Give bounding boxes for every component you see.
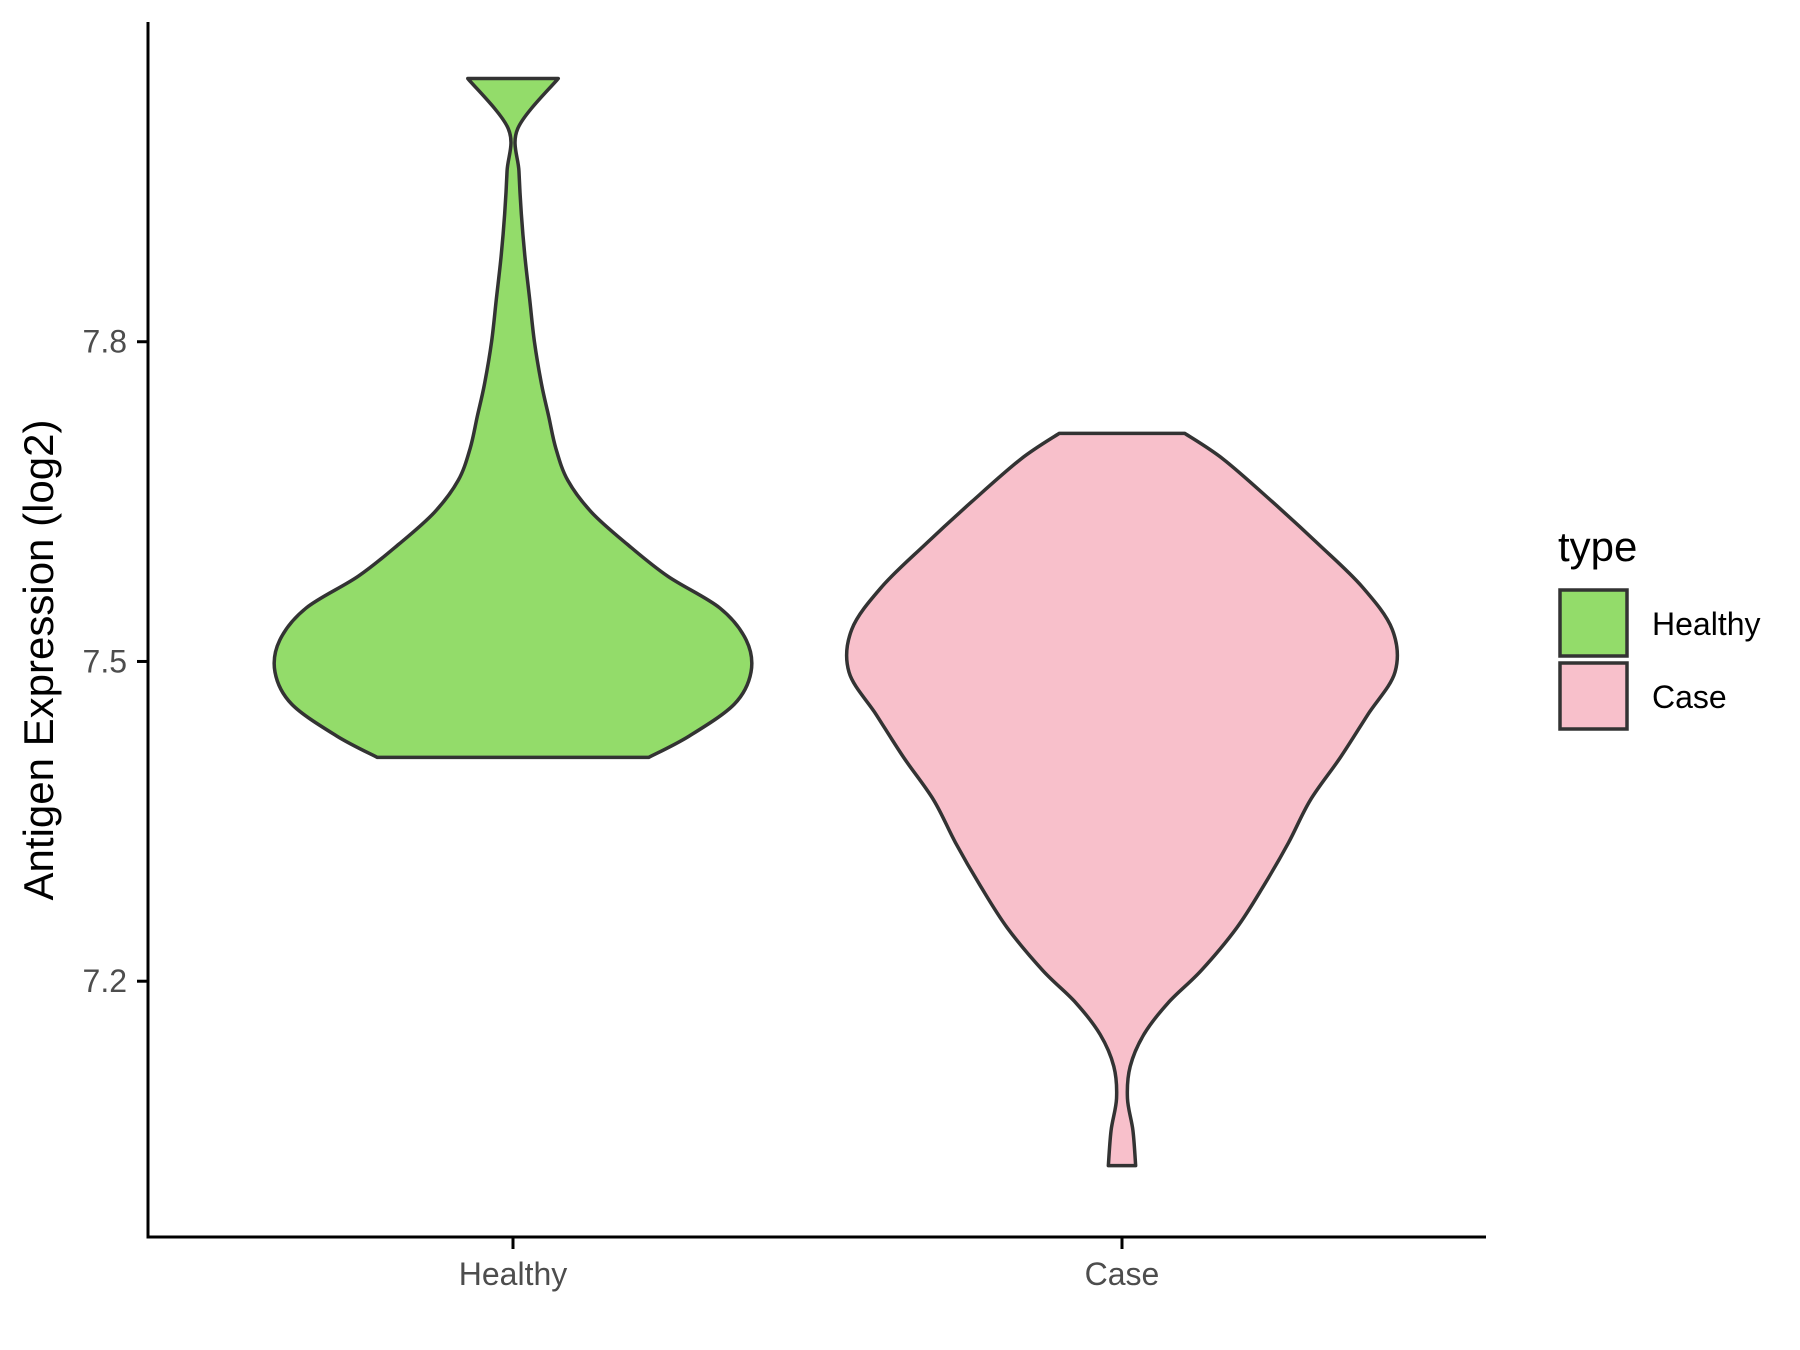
legend-label-case: Case <box>1652 679 1727 715</box>
legend-items: Healthy Case <box>1558 588 1761 731</box>
y-tick-label: 7.2 <box>83 963 127 999</box>
x-tick-label: Case <box>1085 1256 1160 1292</box>
legend-key-healthy <box>1558 588 1629 658</box>
x-tick-label: Healthy <box>459 1256 568 1292</box>
legend-label-healthy: Healthy <box>1652 606 1761 642</box>
violin-healthy <box>272 76 754 760</box>
violins-layer <box>272 76 1400 1168</box>
x-ticks: Healthy Case <box>459 1237 1160 1292</box>
legend-title: type <box>1558 523 1637 570</box>
y-axis-title: Antigen Expression (log2) <box>15 420 62 901</box>
violin-case <box>844 431 1400 1168</box>
y-ticks: 7.2 7.5 7.8 <box>83 324 148 999</box>
y-tick-label: 7.5 <box>83 643 127 679</box>
legend: type Healthy Case <box>1558 523 1761 731</box>
y-tick-label: 7.8 <box>83 324 127 360</box>
legend-key-case <box>1558 661 1629 731</box>
